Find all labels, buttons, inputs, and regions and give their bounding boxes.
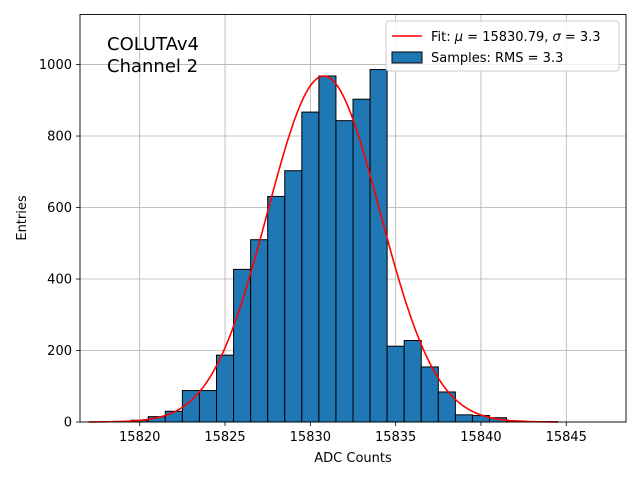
x-tick-label: 15820: [119, 430, 160, 445]
y-tick-label: 400: [47, 273, 72, 288]
histogram-bar: [233, 268, 252, 423]
legend: Fit: μ = 15830.79, σ = 3.3 Samples: RMS …: [385, 20, 620, 72]
x-tick-label: 15835: [375, 430, 416, 445]
histogram-bar: [284, 170, 303, 423]
x-tick-label: 15845: [546, 430, 587, 445]
y-tick-label: 1000: [39, 58, 72, 73]
annotation-line-1: COLUTAv4: [107, 34, 199, 55]
histogram-bar: [369, 69, 388, 423]
y-tick-label: 600: [47, 201, 72, 216]
x-axis-label: ADC Counts: [314, 451, 392, 466]
x-axis-ticks: 15820 15825 15830 15835 15840 15845: [119, 422, 587, 445]
legend-box: [385, 20, 620, 72]
legend-samples-swatch: [391, 51, 423, 64]
x-tick-label: 15830: [290, 430, 331, 445]
legend-samples-label: Samples: RMS = 3.3: [431, 51, 563, 66]
fit-curve: [88, 75, 558, 423]
y-tick-label: 800: [47, 130, 72, 145]
y-tick-label: 0: [64, 416, 72, 431]
x-tick-label: 15840: [460, 430, 501, 445]
y-axis-label: Entries: [15, 195, 30, 241]
histogram-bar: [198, 390, 217, 423]
histogram-bar: [216, 354, 235, 423]
histogram-bar: [454, 414, 473, 423]
histogram-bar: [386, 345, 405, 423]
legend-fit-label: Fit: μ = 15830.79, σ = 3.3: [431, 30, 601, 45]
y-tick-label: 200: [47, 344, 72, 359]
histogram-bar: [318, 75, 337, 423]
x-tick-label: 15825: [204, 430, 245, 445]
axes-frame: [79, 14, 627, 423]
y-axis-ticks: 0 200 400 600 800 1000: [39, 58, 80, 431]
annotation-line-2: Channel 2: [107, 56, 198, 77]
histogram-bar: [267, 195, 286, 423]
histogram-bar: [403, 340, 422, 423]
histogram-bar: [335, 120, 354, 423]
histogram-bar: [301, 111, 320, 423]
